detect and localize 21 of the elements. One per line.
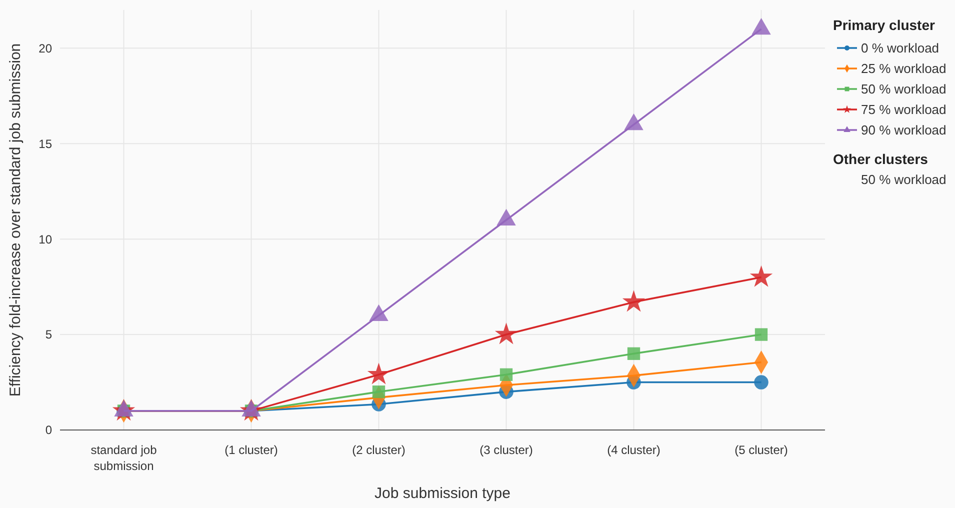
legend-title: Primary cluster: [833, 17, 936, 33]
legend-label: 50 % workload: [861, 82, 946, 97]
y-tick-label: 15: [38, 136, 52, 151]
x-tick-label: (2 cluster): [352, 443, 406, 457]
x-tick-label: (1 cluster): [224, 443, 278, 457]
legend-label: 25 % workload: [861, 61, 946, 76]
x-tick-label: (5 cluster): [734, 443, 788, 457]
text: 50 % workload: [861, 172, 946, 187]
x-tick-label: standard job submission: [90, 443, 158, 473]
y-tick-label: 20: [38, 41, 52, 56]
legend-label: 75 % workload: [861, 102, 946, 118]
x-axis-title: Job submission type: [374, 485, 510, 502]
y-tick-label: 5: [45, 328, 52, 342]
y-tick-label: 10: [38, 232, 52, 246]
y-tick-label: 0: [45, 423, 52, 438]
x-tick-label: (3 cluster): [480, 443, 533, 457]
y-axis-title: Efficiency fold-increase over standard job submission: [7, 43, 24, 397]
text: Other clusters: [833, 151, 928, 167]
legend-label: 90 % workload: [861, 122, 946, 138]
legend-label: 0 % workload: [861, 40, 940, 56]
x-tick-label: (4 cluster): [607, 443, 660, 457]
